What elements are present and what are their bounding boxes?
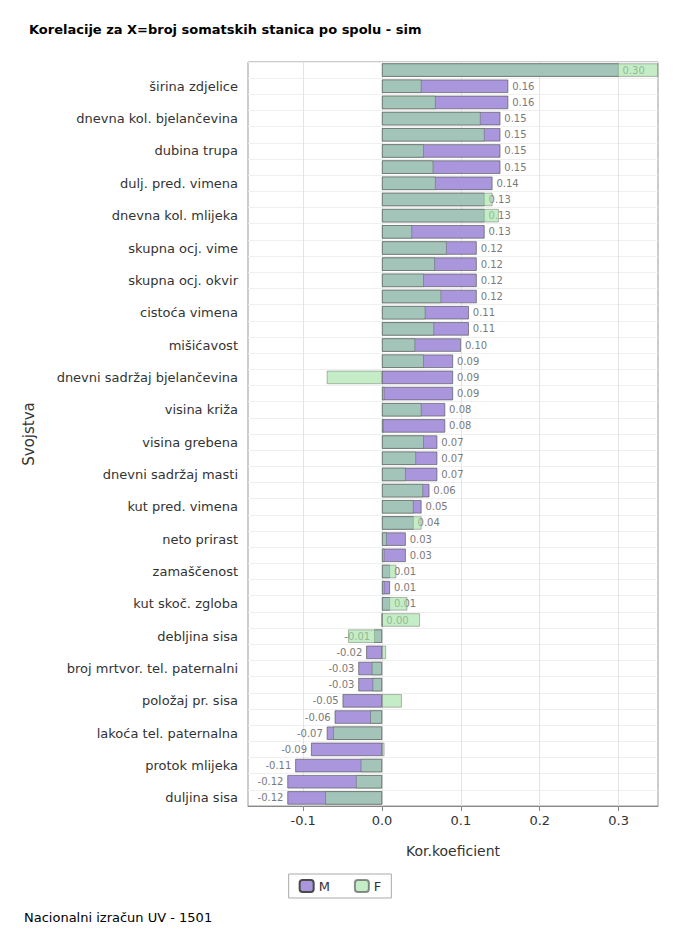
svg-text:0.2: 0.2 — [529, 813, 550, 828]
svg-text:0.03: 0.03 — [410, 550, 432, 561]
svg-text:0.07: 0.07 — [441, 469, 463, 480]
svg-text:0.07: 0.07 — [441, 453, 463, 464]
svg-text:0.09: 0.09 — [457, 388, 479, 399]
svg-text:neto prirast: neto prirast — [162, 532, 238, 547]
svg-text:0.16: 0.16 — [512, 81, 534, 92]
svg-text:0.12: 0.12 — [481, 275, 503, 286]
svg-text:mišićavost: mišićavost — [169, 338, 238, 353]
svg-text:Nacionalni izračun UV - 1501: Nacionalni izračun UV - 1501 — [24, 910, 212, 925]
svg-text:0.06: 0.06 — [433, 485, 455, 496]
svg-text:dnevni sadržaj bjelančevina: dnevni sadržaj bjelančevina — [57, 370, 238, 385]
svg-text:-0.02: -0.02 — [336, 647, 362, 658]
svg-text:0.15: 0.15 — [504, 145, 526, 156]
svg-text:kut pred. vimena: kut pred. vimena — [127, 499, 238, 514]
svg-text:cistoća vimena: cistoća vimena — [140, 305, 238, 320]
svg-text:-0.12: -0.12 — [258, 792, 284, 803]
svg-text:dubina trupa: dubina trupa — [154, 143, 238, 158]
svg-text:0.0: 0.0 — [372, 813, 393, 828]
svg-text:0.07: 0.07 — [441, 437, 463, 448]
svg-text:0.12: 0.12 — [481, 291, 503, 302]
svg-text:0.15: 0.15 — [504, 162, 526, 173]
svg-text:0.13: 0.13 — [489, 226, 511, 237]
svg-text:skupna ocj. vime: skupna ocj. vime — [128, 241, 238, 256]
svg-text:broj mrtvor. tel. paternalni: broj mrtvor. tel. paternalni — [67, 661, 238, 676]
svg-text:0.04: 0.04 — [417, 517, 440, 529]
svg-text:-0.03: -0.03 — [329, 663, 355, 674]
svg-text:debljina sisa: debljina sisa — [157, 629, 238, 644]
svg-text:0.3: 0.3 — [608, 813, 629, 828]
svg-text:-0.07: -0.07 — [297, 728, 323, 739]
svg-text:0.08: 0.08 — [449, 404, 471, 415]
svg-text:položaj pr. sisa: položaj pr. sisa — [142, 693, 238, 708]
svg-text:Korelacije za X=broj somatskih: Korelacije za X=broj somatskih stanica p… — [29, 22, 422, 37]
svg-text:-0.06: -0.06 — [305, 712, 331, 723]
svg-text:lakoća tel. paternalna: lakoća tel. paternalna — [97, 726, 238, 741]
svg-text:dulj. pred. vimena: dulj. pred. vimena — [120, 176, 238, 191]
svg-text:skupna ocj. okvir: skupna ocj. okvir — [128, 273, 238, 288]
svg-text:-0.11: -0.11 — [265, 760, 291, 771]
svg-text:0.11: 0.11 — [473, 323, 495, 334]
svg-text:dnevna kol. bjelančevina: dnevna kol. bjelančevina — [76, 111, 238, 126]
svg-text:F: F — [374, 879, 381, 894]
svg-text:-0.03: -0.03 — [329, 679, 355, 690]
svg-text:0.08: 0.08 — [449, 420, 471, 431]
svg-text:-0.12: -0.12 — [258, 776, 284, 787]
svg-text:protok mlijeka: protok mlijeka — [145, 758, 238, 773]
svg-text:0.01: 0.01 — [394, 582, 416, 593]
svg-text:0.13: 0.13 — [488, 194, 511, 205]
svg-text:duljina sisa: duljina sisa — [165, 790, 238, 805]
svg-text:kut skoč. zgloba: kut skoč. zgloba — [133, 596, 238, 611]
svg-text:dnevni sadržaj masti: dnevni sadržaj masti — [103, 467, 238, 482]
svg-text:0.12: 0.12 — [481, 243, 503, 254]
svg-text:0.01: 0.01 — [394, 566, 416, 577]
svg-text:0.10: 0.10 — [465, 340, 487, 351]
svg-text:0.14: 0.14 — [496, 178, 518, 189]
svg-text:dnevna kol. mlijeka: dnevna kol. mlijeka — [112, 208, 238, 223]
svg-text:0.12: 0.12 — [481, 259, 503, 270]
svg-text:-0.05: -0.05 — [313, 695, 339, 706]
svg-text:0.15: 0.15 — [504, 129, 526, 140]
svg-text:0.1: 0.1 — [451, 813, 472, 828]
svg-text:0.09: 0.09 — [457, 372, 479, 383]
svg-text:-0.1: -0.1 — [291, 813, 316, 828]
svg-text:0.13: 0.13 — [488, 210, 511, 222]
svg-text:0.05: 0.05 — [425, 501, 447, 512]
svg-text:0.15: 0.15 — [504, 113, 526, 124]
svg-text:visina križa: visina križa — [165, 402, 238, 417]
svg-text:0.09: 0.09 — [457, 356, 479, 367]
svg-text:zamaščenost: zamaščenost — [153, 564, 238, 579]
svg-text:M: M — [319, 879, 330, 894]
svg-text:visina grebena: visina grebena — [142, 435, 238, 450]
svg-text:0.11: 0.11 — [473, 307, 495, 318]
svg-text:0.16: 0.16 — [512, 97, 534, 108]
svg-text:0.03: 0.03 — [410, 534, 432, 545]
svg-text:Kor.koeficient: Kor.koeficient — [406, 843, 501, 859]
svg-text:-0.09: -0.09 — [281, 744, 307, 755]
svg-text:širina zdjelice: širina zdjelice — [149, 79, 238, 94]
svg-text:Svojstva: Svojstva — [20, 402, 38, 466]
